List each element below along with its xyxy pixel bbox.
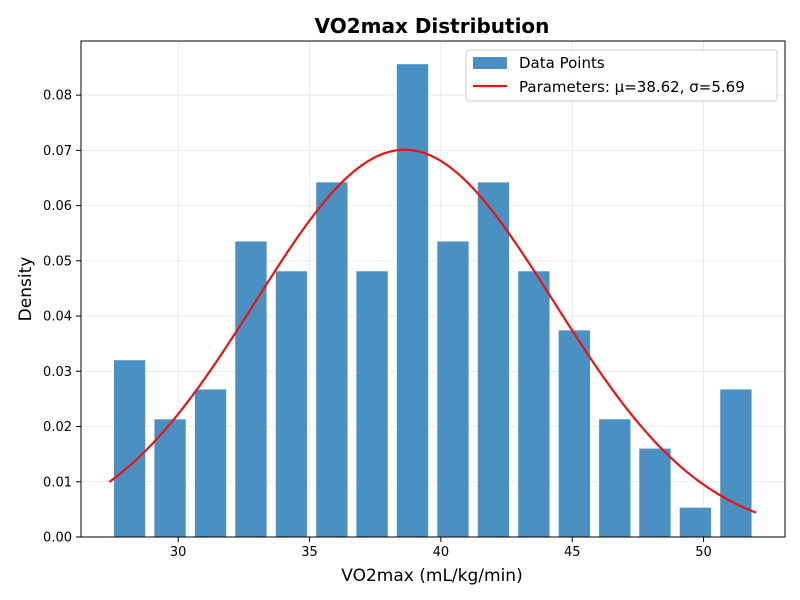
- y-tick-label: 0.06: [43, 199, 72, 214]
- y-tick-label: 0.00: [43, 531, 72, 546]
- histogram-bar: [476, 181, 511, 538]
- histogram-bar: [638, 447, 672, 538]
- y-tick-label: 0.02: [43, 420, 72, 435]
- histogram-bar: [436, 240, 470, 538]
- histogram-bar: [355, 270, 389, 538]
- legend-box: [465, 49, 778, 102]
- histogram-bar: [112, 359, 147, 538]
- histogram-bar: [557, 329, 591, 538]
- x-tick-label: 50: [695, 545, 712, 560]
- histogram-bar: [153, 418, 187, 538]
- histogram-bar: [517, 270, 551, 538]
- histogram-bar: [395, 63, 430, 538]
- y-tick-label: 0.01: [43, 475, 72, 490]
- histogram-bar: [274, 270, 309, 538]
- y-axis-label: Density: [16, 257, 36, 322]
- x-axis-ticks: 30 35 40 45 50: [170, 537, 712, 560]
- y-tick-label: 0.08: [43, 89, 72, 104]
- y-tick-label: 0.04: [43, 310, 72, 325]
- x-axis-label: VO2max (mL/kg/min): [341, 566, 522, 586]
- x-tick-label: 45: [564, 545, 581, 560]
- histogram-bar: [315, 181, 349, 538]
- normal-fit-curve: [108, 148, 757, 514]
- legend: Data Points Parameters: μ=38.62, σ=5.69: [465, 49, 778, 102]
- x-tick-label: 40: [433, 545, 450, 560]
- plot-frame: [80, 40, 786, 538]
- histogram-bar: [234, 240, 268, 538]
- y-axis-ticks: 0.00 0.01 0.02 0.03 0.04 0.05 0.06 0.07 0.08: [43, 89, 81, 546]
- x-tick-label: 35: [301, 545, 318, 560]
- y-tick-label: 0.05: [43, 254, 72, 269]
- histogram-bar: [193, 388, 228, 538]
- histogram-bar: [598, 418, 632, 538]
- histogram-bar: [678, 506, 713, 538]
- y-tick-label: 0.03: [43, 365, 72, 380]
- legend-label-data-points: Data Points: [519, 54, 605, 72]
- legend-swatch-data-points: [473, 57, 507, 69]
- histogram-bars: [112, 63, 753, 538]
- chart-title: VO2max Distribution: [315, 14, 550, 38]
- histogram-bar: [719, 388, 753, 538]
- legend-label-fit: Parameters: μ=38.62, σ=5.69: [519, 78, 745, 96]
- y-tick-label: 0.07: [43, 144, 72, 159]
- x-tick-label: 30: [170, 545, 187, 560]
